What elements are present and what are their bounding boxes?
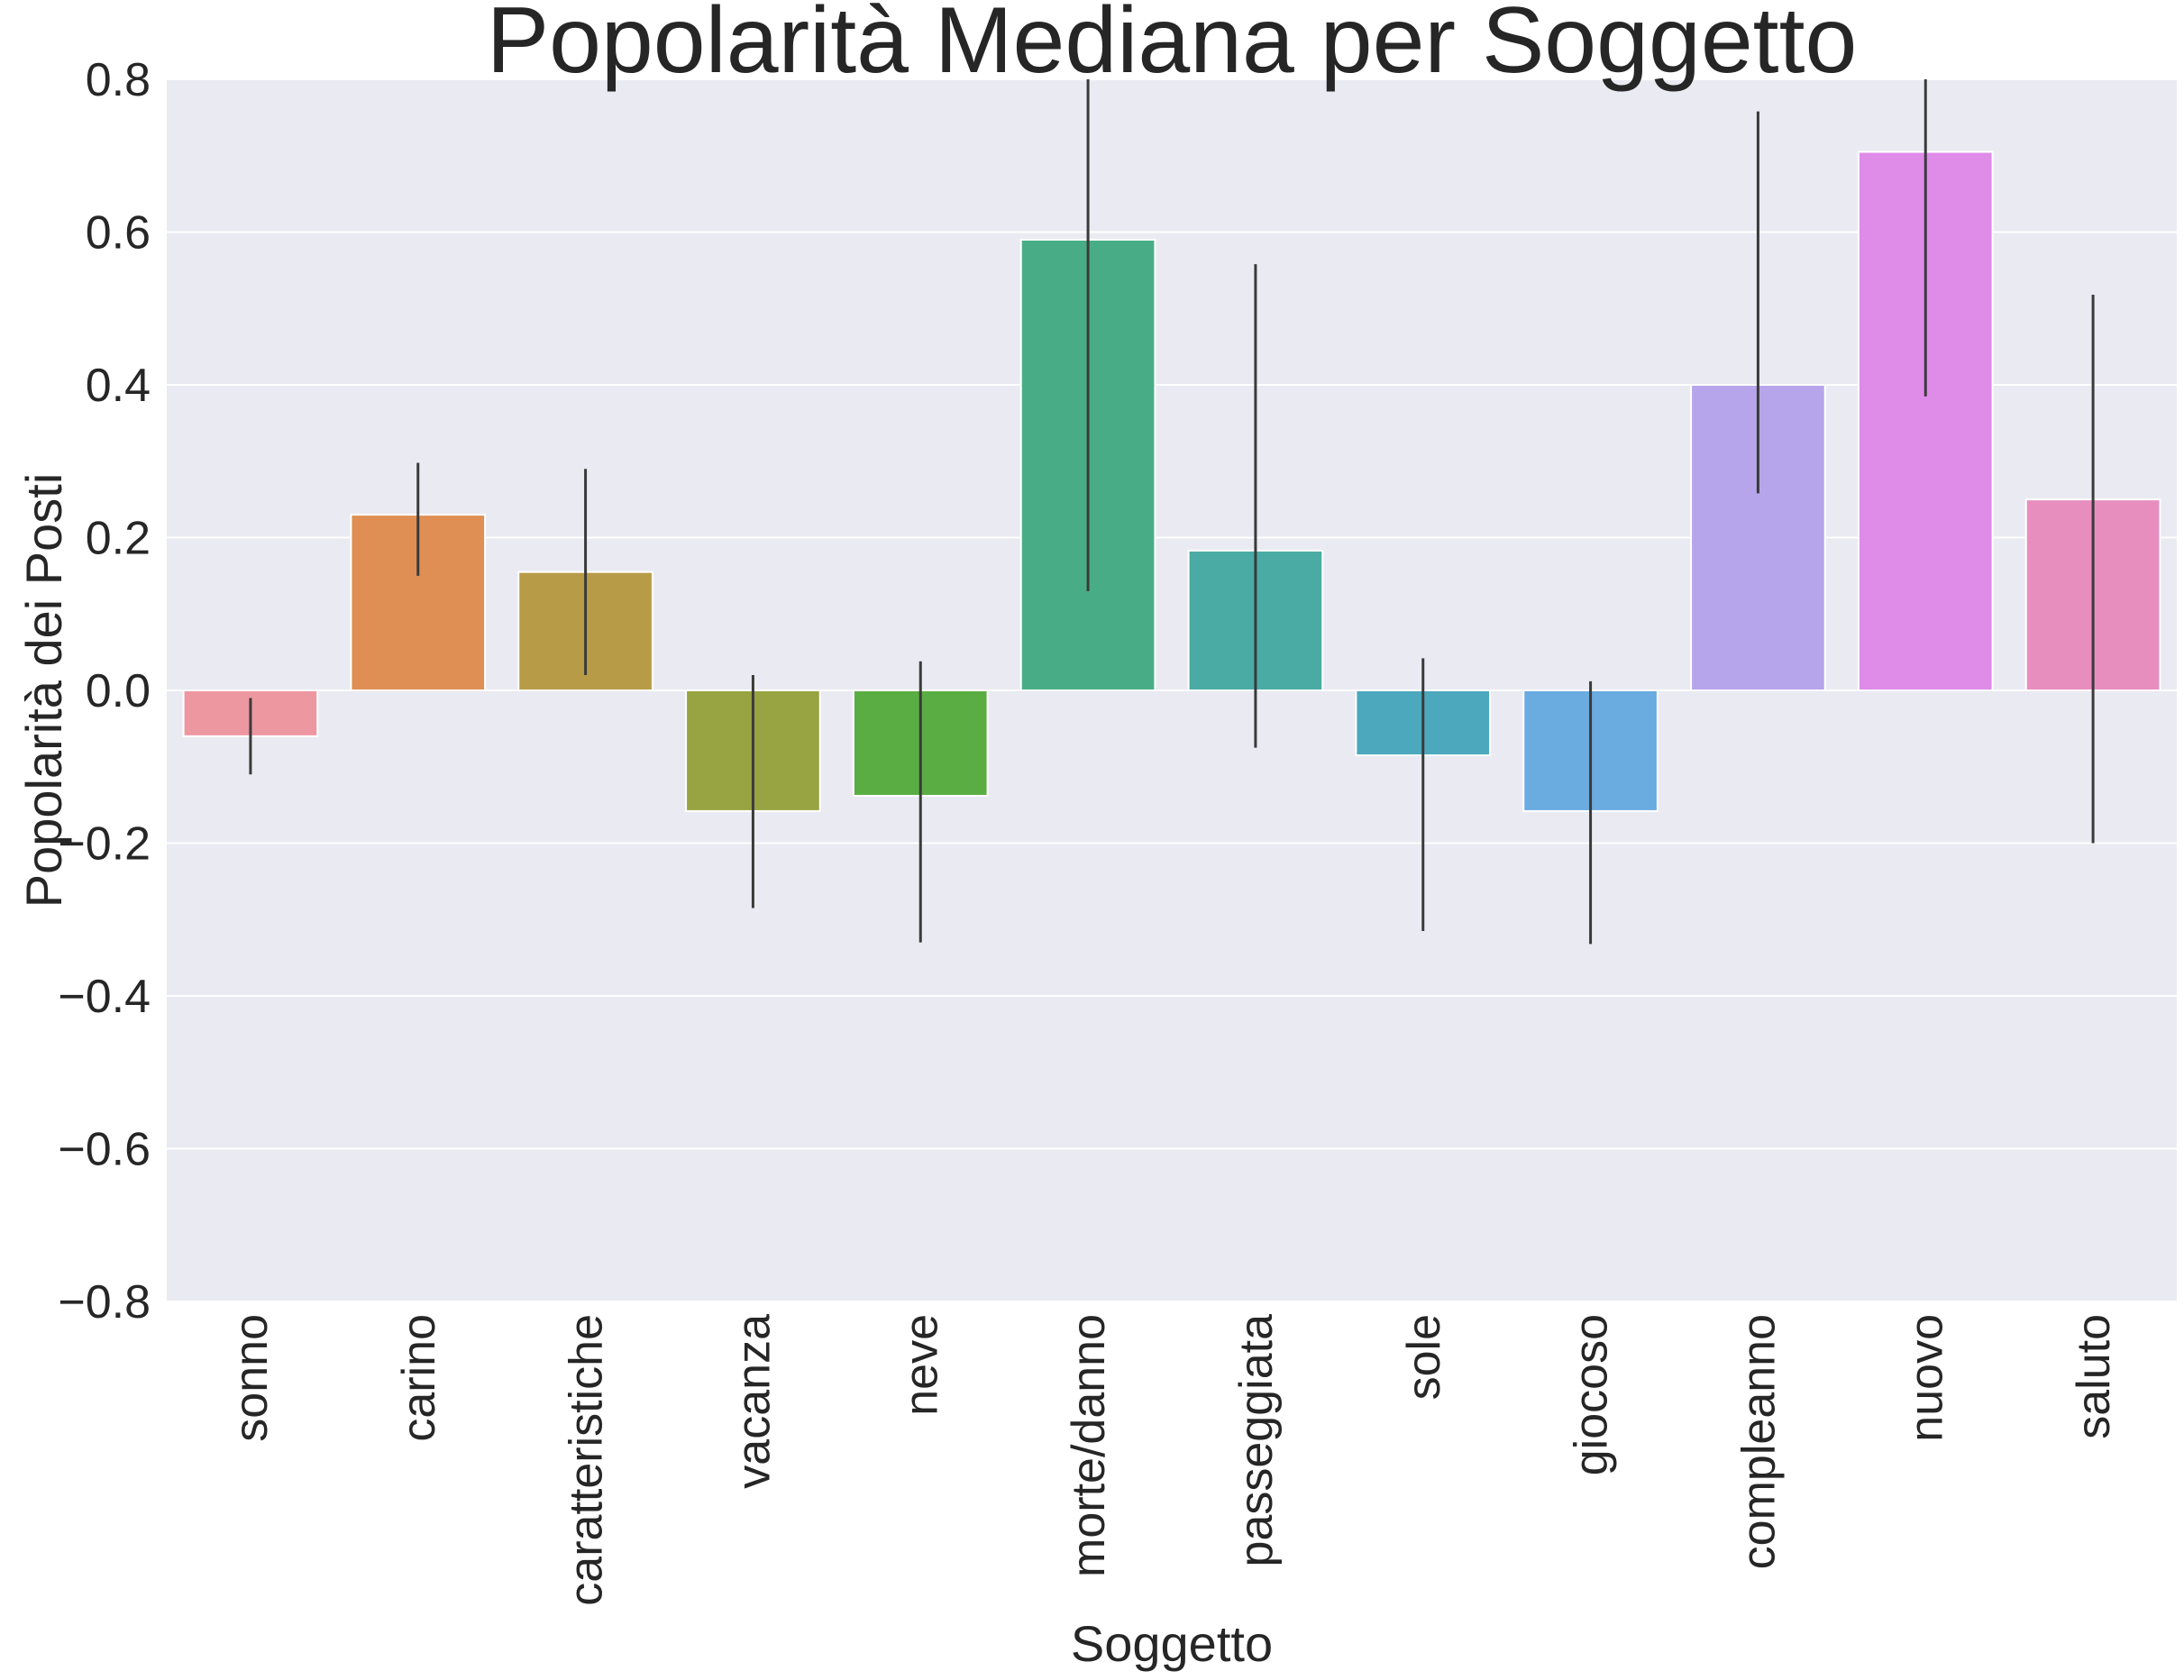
y-tick-labels: −0.8 −0.6 −0.4 −0.2 0.0 0.2 0.4 0.6 0.8 xyxy=(58,54,151,1328)
x-tick-label: passeggiata xyxy=(1230,1314,1283,1567)
grid-lines xyxy=(167,78,2177,1302)
x-axis-label: Soggetto xyxy=(1071,1615,1273,1672)
x-tick-label: nuovo xyxy=(1900,1314,1952,1442)
y-tick-label: 0.8 xyxy=(86,54,151,106)
y-tick-label: −0.2 xyxy=(58,818,151,871)
error-bars xyxy=(249,79,2095,945)
y-tick-label: −0.4 xyxy=(58,971,151,1023)
y-tick-label: 0.4 xyxy=(86,360,151,412)
x-tick-label: compleanno xyxy=(1732,1314,1785,1569)
chart-title: Popolarità Mediana per Soggetto xyxy=(487,0,1858,93)
x-tick-label: caratteristiche xyxy=(561,1314,613,1606)
y-tick-label: −0.8 xyxy=(58,1276,151,1328)
x-tick-label: neve xyxy=(895,1314,947,1416)
y-tick-label: 0.6 xyxy=(86,207,151,260)
y-axis-label: Popolarità dei Posti xyxy=(15,473,72,908)
x-tick-label: morte/danno xyxy=(1063,1314,1115,1577)
x-tick-labels: sonno carino caratteristiche vacanza neve mor… xyxy=(225,1314,2120,1606)
x-tick-label: sonno xyxy=(225,1314,278,1442)
x-tick-label: saluto xyxy=(2068,1314,2120,1439)
y-tick-label: 0.2 xyxy=(86,513,151,565)
y-tick-label: 0.0 xyxy=(86,665,151,717)
x-tick-label: carino xyxy=(393,1314,445,1442)
x-tick-label: giocoso xyxy=(1566,1314,1618,1475)
x-tick-label: vacanza xyxy=(727,1314,780,1489)
y-tick-label: −0.6 xyxy=(58,1124,151,1176)
x-tick-label: sole xyxy=(1398,1314,1450,1400)
